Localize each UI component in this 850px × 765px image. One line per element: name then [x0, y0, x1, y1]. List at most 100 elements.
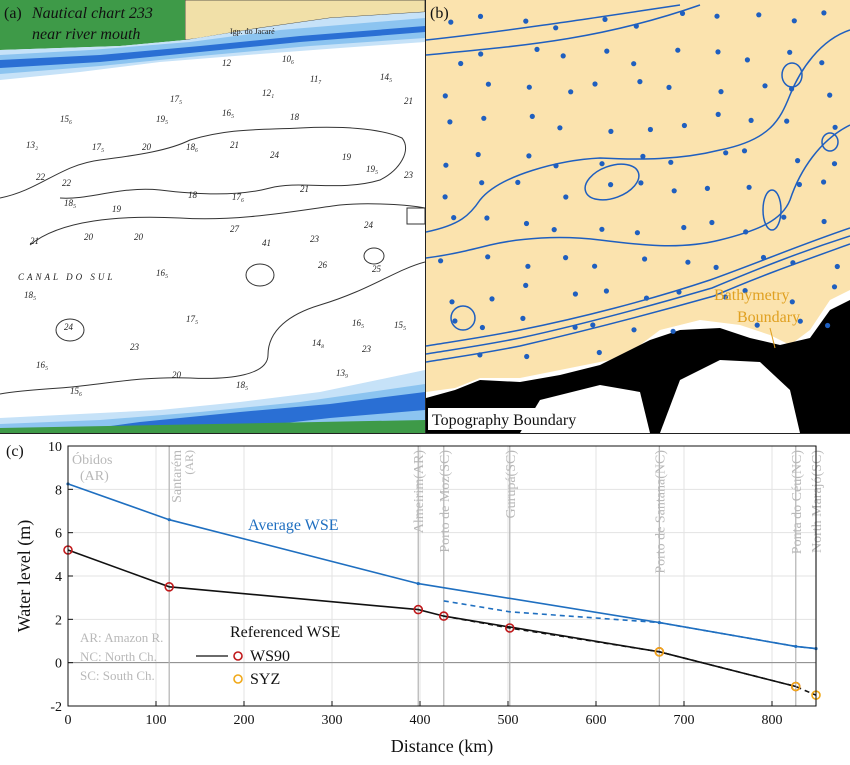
mesh-node [676, 289, 682, 295]
mesh-node [515, 179, 521, 185]
station-label: Almeirim(AR) [412, 450, 427, 534]
mesh-node [679, 10, 686, 16]
sounding: 24 [364, 220, 374, 230]
sounding: 22 [36, 172, 46, 182]
mesh-node [603, 288, 610, 294]
panel-a-title-line2: near river mouth [32, 26, 140, 43]
mesh-node [484, 215, 490, 221]
syz-point [790, 681, 801, 692]
mesh-node [523, 18, 529, 24]
mesh-node [560, 53, 566, 59]
mesh-node [796, 181, 803, 188]
sounding: 17₅ [92, 142, 104, 152]
mesh-node [631, 327, 637, 333]
sounding: 21 [300, 184, 309, 194]
mesh-node [523, 220, 530, 227]
ws90-point [413, 604, 424, 615]
soundings-layer: 12 10₆ 11₇ 14₅ 17₅ 12₁ 16₅ 19₅ 15₆ 18 21 17₅ 20 24 22 1… [24, 54, 414, 396]
sounding: 24 [64, 322, 74, 332]
x-tick-label: 200 [234, 713, 255, 728]
legend-ws90-marker [233, 651, 243, 661]
mesh-node [592, 263, 598, 269]
mesh-node [608, 182, 614, 188]
mesh-node [448, 19, 454, 25]
series-line [67, 483, 817, 650]
sounding: 19₅ [156, 114, 168, 124]
sounding: 13₂ [26, 140, 38, 150]
series-line [443, 600, 817, 650]
mesh-node [553, 25, 559, 31]
mesh-node [596, 349, 602, 356]
contour-shoal [55, 318, 85, 342]
bottom-mid-water [0, 384, 425, 433]
sounding: 16₅ [222, 108, 234, 118]
ws90-point [504, 623, 515, 633]
mesh-node [481, 115, 487, 121]
white-gap [660, 360, 800, 433]
mesh-node [451, 215, 457, 221]
mesh-node [442, 194, 448, 200]
mesh-node [795, 158, 801, 164]
contour-loop [762, 189, 782, 231]
sounding: 16₅ [156, 268, 168, 278]
mesh-node [640, 153, 646, 159]
mesh-node [834, 263, 840, 270]
mesh-node [714, 13, 720, 19]
sounding: 20 [84, 232, 94, 242]
x-axis-label: Distance (km) [391, 736, 493, 757]
sounding: 23 [130, 342, 140, 352]
sounding: 21 [30, 236, 39, 246]
mesh-node [485, 254, 491, 260]
mesh-node [671, 188, 677, 194]
sounding: 41 [262, 238, 271, 248]
mesh-node [523, 282, 529, 288]
mesh-node [756, 12, 762, 18]
place-label: Igp. do Jacaré [230, 27, 275, 36]
sounding: 18₅ [64, 198, 76, 208]
sounding: 18₅ [236, 380, 248, 390]
contour-line [426, 4, 681, 41]
mesh-node [832, 124, 838, 130]
mesh-node [760, 254, 767, 261]
sounding: 16₅ [36, 360, 48, 370]
x-tick-label: 800 [762, 713, 783, 728]
mesh-node [791, 18, 797, 24]
contour-loop [821, 132, 839, 152]
mesh-node [718, 89, 724, 95]
mesh-node [479, 324, 485, 331]
sounding: 24 [270, 150, 280, 160]
mesh-node [754, 322, 760, 328]
mesh-node [821, 10, 827, 16]
mesh-node [831, 161, 838, 167]
mesh-node [643, 295, 650, 301]
mesh-node [713, 264, 719, 270]
mesh-node [447, 119, 453, 125]
mesh-node [789, 86, 795, 92]
mesh-node [787, 49, 793, 55]
mesh-node [681, 122, 688, 129]
contour-line [426, 29, 850, 233]
bathymetry-pointer [769, 327, 776, 349]
mesh-node [744, 57, 751, 63]
contour-line [426, 124, 850, 259]
mesh-node [827, 92, 833, 98]
mesh-node [715, 111, 721, 117]
sounding: 21 [404, 96, 413, 106]
station-label: Ponta do Céu(NC) [790, 450, 805, 555]
sounding: 19 [342, 152, 352, 162]
sounding: 10₆ [282, 54, 294, 64]
mesh-node [637, 79, 643, 85]
bottom-deep-water [60, 392, 425, 433]
avg-point [416, 581, 420, 586]
y-tick-label: 2 [55, 613, 62, 628]
mesh-node [563, 255, 569, 261]
mesh-node [604, 48, 610, 54]
mesh-nodes [438, 10, 840, 360]
mesh-node [563, 194, 569, 200]
panel-a-label: (a) [4, 5, 22, 22]
ws90-point [438, 611, 449, 621]
panel-c-profile-chart: Óbidos(AR) Santarém(AR) Almeirim(AR) Porto … [6, 440, 825, 757]
bathymetry-label-2: Boundary [737, 309, 800, 326]
legend-syz: SYZ [250, 671, 280, 688]
mesh-node [748, 117, 754, 123]
